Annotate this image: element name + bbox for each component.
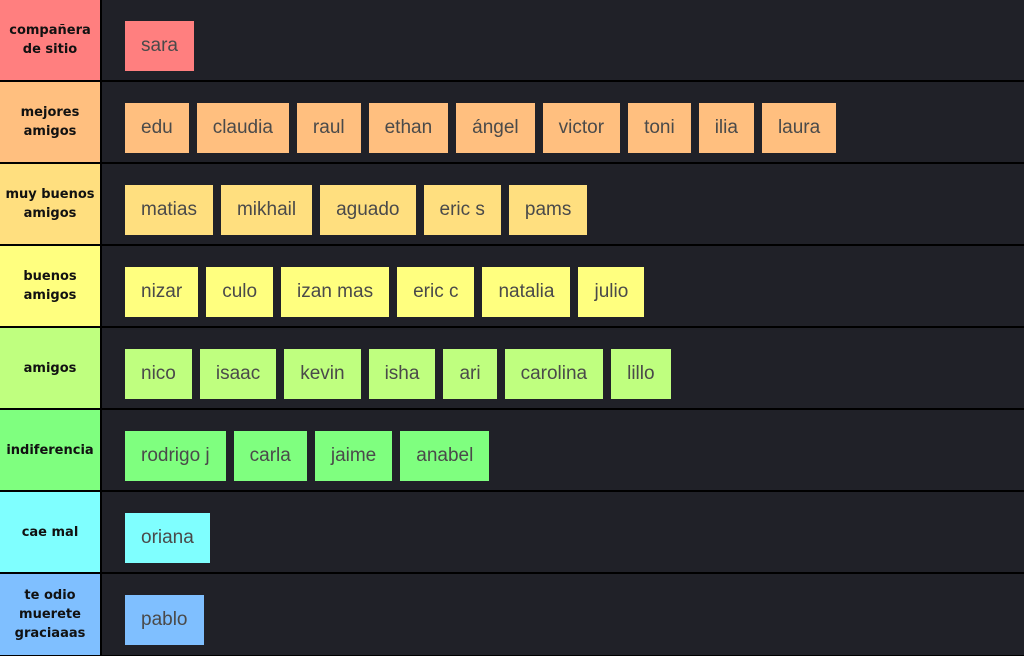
tier-row: muy buenos amigos matias mikhail aguado eric… (0, 164, 1024, 244)
tier-item[interactable]: sara (125, 21, 194, 71)
tier-item[interactable]: lillo (611, 349, 671, 399)
tier-item[interactable]: jaime (314, 431, 393, 481)
tier-item[interactable]: ethan (368, 103, 449, 153)
tier-item[interactable]: isha (368, 349, 436, 399)
tier-item[interactable]: matias (125, 185, 213, 235)
tier-item[interactable]: natalia (482, 267, 571, 317)
tier-item[interactable]: nizar (125, 267, 199, 317)
tier-item[interactable]: aguado (320, 185, 416, 235)
tier-row: mejores amigos edu claudia raul ethan ángel vi… (0, 82, 1024, 162)
tier-label[interactable]: mejores amigos (0, 82, 100, 162)
tier-items-dropzone[interactable]: oriana (102, 492, 1024, 572)
tier-item[interactable]: isaac (199, 349, 277, 399)
tier-item[interactable]: carla (233, 431, 307, 481)
tier-item[interactable]: toni (628, 103, 691, 153)
tier-row: te odio muerete graciaaas pablo (0, 574, 1024, 655)
tier-item[interactable]: ari (443, 349, 497, 399)
tier-label[interactable]: indiferencia (0, 410, 100, 490)
tier-item[interactable]: pablo (125, 595, 204, 645)
tier-items-dropzone[interactable]: sara (102, 0, 1024, 80)
tier-label[interactable]: buenos amigos (0, 246, 100, 326)
tier-item[interactable]: claudia (196, 103, 289, 153)
tier-item[interactable]: julio (578, 267, 645, 317)
tier-item[interactable]: pams (508, 185, 588, 235)
tier-item[interactable]: mikhail (220, 185, 313, 235)
tier-label[interactable]: cae mal (0, 492, 100, 572)
tier-item[interactable]: culo (206, 267, 274, 317)
tier-row: compañera de sitio sara (0, 0, 1024, 80)
tier-items-dropzone[interactable]: matias mikhail aguado eric s pams (102, 164, 1024, 244)
tier-label[interactable]: amigos (0, 328, 100, 408)
tier-row: indiferencia rodrigo j carla jaime anabel (0, 410, 1024, 490)
tier-label[interactable]: te odio muerete graciaaas (0, 574, 100, 655)
tier-item[interactable]: eric c (397, 267, 475, 317)
tier-row: cae mal oriana (0, 492, 1024, 572)
tier-item[interactable]: ilia (698, 103, 754, 153)
tier-item[interactable]: carolina (504, 349, 604, 399)
tier-items-dropzone[interactable]: nico isaac kevin isha ari carolina lillo (102, 328, 1024, 408)
tier-item[interactable]: edu (125, 103, 189, 153)
tier-items-dropzone[interactable]: nizar culo izan mas eric c natalia julio (102, 246, 1024, 326)
tier-item[interactable]: nico (125, 349, 192, 399)
tier-items-dropzone[interactable]: edu claudia raul ethan ángel victor toni ilia la… (102, 82, 1024, 162)
tier-item[interactable]: rodrigo j (125, 431, 226, 481)
tier-items-dropzone[interactable]: pablo (102, 574, 1024, 655)
tier-item[interactable]: laura (761, 103, 837, 153)
tier-row: buenos amigos nizar culo izan mas eric c nata… (0, 246, 1024, 326)
tier-item[interactable]: kevin (284, 349, 361, 399)
tier-item[interactable]: ángel (456, 103, 535, 153)
tier-item[interactable]: victor (542, 103, 621, 153)
tier-label[interactable]: compañera de sitio (0, 0, 100, 80)
tier-row: amigos nico isaac kevin isha ari carolina lillo (0, 328, 1024, 408)
tier-item[interactable]: oriana (125, 513, 210, 563)
tier-item[interactable]: anabel (400, 431, 490, 481)
tier-item[interactable]: raul (296, 103, 361, 153)
tier-item[interactable]: izan mas (281, 267, 390, 317)
tier-label[interactable]: muy buenos amigos (0, 164, 100, 244)
tier-items-dropzone[interactable]: rodrigo j carla jaime anabel (102, 410, 1024, 490)
tier-item[interactable]: eric s (423, 185, 501, 235)
